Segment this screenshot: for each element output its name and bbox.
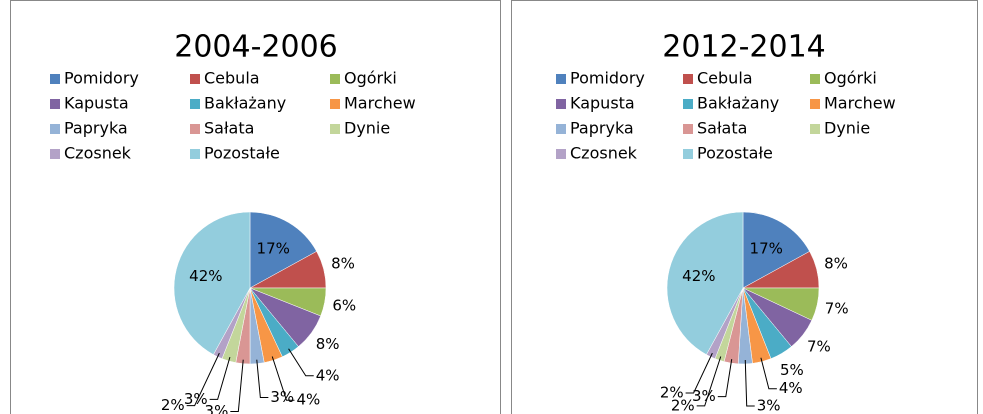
data-label: 8%	[331, 255, 355, 273]
legend-label: Cebula	[697, 69, 753, 88]
leader-line	[760, 357, 777, 390]
legend-label: Pomidory	[570, 69, 645, 88]
data-label: 17%	[750, 239, 783, 257]
leader-line	[685, 352, 713, 394]
legend-label: Czosnek	[64, 144, 132, 163]
data-label: 42%	[189, 267, 222, 285]
data-label: 7%	[825, 299, 849, 317]
legend-label: Pozostałe	[204, 144, 280, 163]
legend-swatch	[683, 124, 693, 134]
legend-swatch	[556, 149, 566, 159]
legend-label: Bakłażany	[204, 94, 286, 113]
leader-line	[209, 357, 231, 400]
pie-slice	[173, 211, 251, 355]
data-label: 8%	[316, 335, 340, 353]
data-label: 4%	[316, 366, 340, 384]
legend-swatch	[810, 74, 820, 84]
legend-label: Dynie	[824, 119, 870, 138]
legend-label: Papryka	[64, 119, 128, 138]
legend-swatch	[330, 74, 340, 84]
legend-label: Pomidory	[64, 69, 139, 88]
legend-label: Dynie	[344, 119, 390, 138]
legend-swatch	[683, 74, 693, 84]
legend-swatch	[556, 74, 566, 84]
pie-slice	[666, 211, 744, 355]
legend-label: Sałata	[204, 119, 254, 138]
legend-swatch	[190, 74, 200, 84]
pie-slice	[742, 211, 810, 289]
legend-label: Marchew	[344, 94, 416, 113]
legend-label: Ogórki	[344, 69, 397, 88]
leader-line	[288, 348, 314, 377]
data-label: 7%	[807, 337, 831, 355]
legend-swatch	[683, 149, 693, 159]
legend-swatch	[190, 149, 200, 159]
legend-swatch	[810, 124, 820, 134]
legend-swatch	[50, 99, 60, 109]
chart-title: 2012-2014	[662, 30, 826, 65]
leader-line	[717, 359, 733, 398]
leader-line	[744, 359, 755, 407]
legend-label: Czosnek	[570, 144, 638, 163]
legend-swatch	[556, 124, 566, 134]
chart-title: 2004-2006	[174, 30, 338, 65]
data-label: 4%	[296, 391, 320, 409]
legend-swatch	[330, 124, 340, 134]
legend-swatch	[50, 74, 60, 84]
pie-slice	[249, 211, 317, 289]
leader-line	[230, 359, 244, 412]
panel-frame	[10, 0, 501, 414]
legend-label: Pozostałe	[697, 144, 773, 163]
legend-label: Sałata	[697, 119, 747, 138]
legend-swatch	[50, 149, 60, 159]
data-label: 3%	[270, 388, 294, 406]
legend-swatch	[50, 124, 60, 134]
data-label: 3%	[205, 402, 229, 414]
data-label: 2%	[671, 396, 695, 414]
legend-label: Kapusta	[64, 94, 129, 113]
leader-line	[696, 356, 722, 407]
legend-swatch	[556, 99, 566, 109]
data-label: 17%	[257, 239, 290, 257]
legend-label: Bakłażany	[697, 94, 779, 113]
leader-line	[271, 356, 295, 401]
data-label: 8%	[824, 255, 848, 273]
data-label: 42%	[682, 267, 715, 285]
legend-swatch	[810, 99, 820, 109]
leader-line	[256, 359, 269, 399]
leader-line	[186, 352, 220, 407]
legend-label: Kapusta	[570, 94, 635, 113]
data-label: 3%	[757, 396, 781, 414]
data-label: 5%	[780, 361, 804, 379]
legend-swatch	[683, 99, 693, 109]
legend-swatch	[190, 99, 200, 109]
legend-label: Ogórki	[824, 69, 877, 88]
data-label: 2%	[660, 383, 684, 401]
data-label: 6%	[332, 296, 356, 314]
legend-label: Papryka	[570, 119, 634, 138]
legend-label: Cebula	[204, 69, 260, 88]
legend-swatch	[190, 124, 200, 134]
data-label: 4%	[779, 379, 803, 397]
data-label: 3%	[184, 390, 208, 408]
legend-swatch	[330, 99, 340, 109]
panel-frame	[511, 0, 978, 414]
data-label: 2%	[161, 396, 185, 414]
legend-label: Marchew	[824, 94, 896, 113]
